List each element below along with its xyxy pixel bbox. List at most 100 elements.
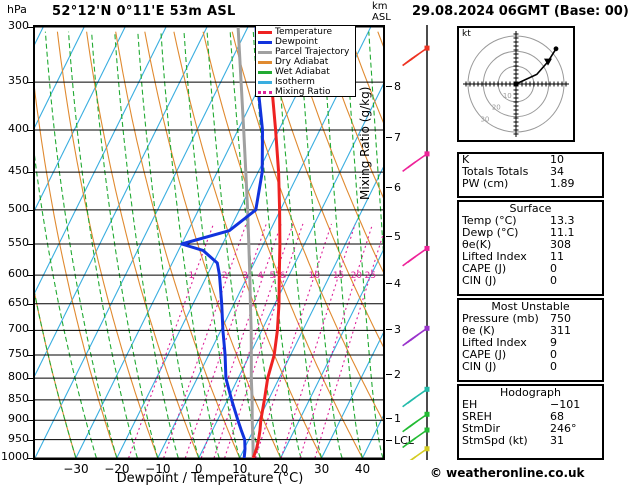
skewt-canvas: 1 2 3 4 5 6 10 15 20 25 <box>35 27 383 458</box>
hodograph-stat-value: 246° <box>550 422 577 435</box>
pressure-tick-900 <box>27 420 33 422</box>
pressure-tick-600 <box>27 275 33 277</box>
hodograph-stat-row: EH −101 <box>459 399 602 411</box>
pressure-tick-label-950: 950 <box>8 431 29 445</box>
svg-text:15: 15 <box>333 271 344 281</box>
hodograph-plot: kt 10 20 30 <box>457 26 575 142</box>
pressure-tick-750 <box>27 355 33 356</box>
hodograph-stat-value: 31 <box>550 434 564 447</box>
pressure-tick-label-1000: 1000 <box>1 450 29 463</box>
pressure-tick-label-350: 350 <box>8 74 29 88</box>
svg-text:3: 3 <box>242 271 248 281</box>
legend-label-1: Dewpoint <box>275 36 318 47</box>
lcl-tick <box>386 439 392 441</box>
pressure-tick-550 <box>27 243 33 245</box>
most-unstable-parcel-key: Lifted Index <box>462 336 527 349</box>
stability-index-value: 10 <box>550 153 564 166</box>
height-tick-6 <box>386 187 392 189</box>
height-tick-label-8: 8 <box>394 80 401 94</box>
surface-parcel-row: Temp (°C) 13.3 <box>459 215 602 227</box>
stability-indices-table: K 10 Totals Totals 34 PW (cm) 1.89 <box>457 152 604 198</box>
height-axis-unit-line1: km <box>372 1 388 12</box>
pressure-axis-unit: hPa <box>7 3 27 16</box>
hodograph-ring-label-10: 10 <box>503 92 512 100</box>
pressure-tick-350 <box>27 82 33 84</box>
svg-text:2: 2 <box>222 271 228 281</box>
most-unstable-parcel-row: Lifted Index 9 <box>459 337 602 349</box>
stability-index-value: 34 <box>550 165 564 178</box>
pressure-tick-700 <box>27 330 33 332</box>
temperature-tick-label--20: −20 <box>104 462 130 476</box>
wind-barb-mid-upper <box>402 151 430 172</box>
temperature-tick-label-10: 10 <box>232 462 248 476</box>
pressure-tick-label-800: 800 <box>8 370 29 384</box>
pressure-tick-450 <box>27 172 33 174</box>
height-tick-label-4: 4 <box>394 276 401 290</box>
legend-swatch-3 <box>258 60 272 64</box>
surface-parcel-value: 11 <box>550 250 564 263</box>
hodograph-table-heading: Hodograph <box>500 386 561 399</box>
surface-parcel-key: θe(K) <box>462 238 492 251</box>
hodograph-unit-label: kt <box>462 29 471 39</box>
hodograph-stat-row: StmSpd (kt) 31 <box>459 435 602 447</box>
surface-parcel-key: CAPE (J) <box>462 262 507 275</box>
most-unstable-parcel-row: θe (K) 311 <box>459 325 602 337</box>
legend-label-2: Parcel Trajectory <box>275 46 350 57</box>
svg-text:25: 25 <box>365 271 376 281</box>
dewpoint-path <box>180 27 264 458</box>
pressure-tick-label-500: 500 <box>8 201 29 215</box>
pressure-tick-label-450: 450 <box>8 164 29 178</box>
temperature-tick-label-40: 40 <box>354 462 371 476</box>
wind-barb-surface <box>402 446 430 467</box>
wind-barb-mid <box>402 245 430 267</box>
wind-barb-upper-level <box>402 45 430 67</box>
surface-table-heading: Surface <box>509 202 552 215</box>
svg-text:4: 4 <box>257 271 263 281</box>
height-tick-label-3: 3 <box>394 322 401 336</box>
isobar-lines <box>35 27 383 458</box>
surface-parcel-value: 0 <box>550 262 557 275</box>
hodograph-ring-label-30: 30 <box>480 115 489 123</box>
surface-parcel-row: Lifted Index 11 <box>459 251 602 263</box>
wind-barb-near-surface-upper <box>402 411 430 433</box>
legend-label-4: Wet Adiabat <box>275 66 330 77</box>
height-tick-3 <box>386 328 392 330</box>
legend-item-temperature: Temperature <box>258 27 353 37</box>
svg-text:10: 10 <box>309 271 321 281</box>
temperature-line <box>251 27 282 458</box>
surface-parcel-value: 308 <box>550 238 571 251</box>
legend-item-parcel-trajectory: Parcel Trajectory <box>258 47 353 57</box>
surface-parcel-value: 13.3 <box>550 214 575 227</box>
pressure-tick-400 <box>27 129 33 131</box>
mixing-ratio-axis-title: Mixing Ratio (g/kg) <box>358 86 372 200</box>
most-unstable-parcel-key: θe (K) <box>462 324 495 337</box>
stability-index-row: Totals Totals 34 <box>459 166 602 178</box>
surface-parcel-key: Lifted Index <box>462 250 527 263</box>
legend-swatch-4 <box>258 70 272 74</box>
surface-parcel-table: Surface Temp (°C) 13.3 Dewp (°C) 11.1 θe(K) 3… <box>457 200 604 296</box>
height-axis-unit-line2: ASL <box>372 12 391 23</box>
pressure-tick-800 <box>27 378 33 380</box>
hodograph-stat-row: StmDir 246° <box>459 423 602 435</box>
dewpoint-line <box>180 27 264 458</box>
hodograph-ring-label-20: 20 <box>492 103 501 111</box>
legend-label-3: Dry Adiabat <box>275 56 329 67</box>
surface-parcel-key: CIN (J) <box>462 274 497 287</box>
hodograph-stat-key: StmSpd (kt) <box>462 434 528 447</box>
pressure-tick-label-600: 600 <box>8 267 29 281</box>
hodograph-stat-key: EH <box>462 398 478 411</box>
pressure-tick-1000 <box>27 458 33 459</box>
pressure-tick-label-700: 700 <box>8 322 29 336</box>
legend-item-isotherm: Isotherm <box>258 77 353 87</box>
svg-text:1: 1 <box>189 271 195 281</box>
legend-label-0: Temperature <box>275 26 333 37</box>
legend-item-wet-adiabat: Wet Adiabat <box>258 67 353 77</box>
wind-barb-near-surface <box>402 427 430 449</box>
most-unstable-parcel-value: 9 <box>550 336 557 349</box>
most-unstable-parcel-key: CIN (J) <box>462 360 497 373</box>
most-unstable-parcel-row: CAPE (J) 0 <box>459 349 602 361</box>
stability-index-key: PW (cm) <box>462 177 509 190</box>
hodograph-stats-table: Hodograph EH −101 SREH 68 StmDir 246° StmSpd (… <box>457 384 604 460</box>
pressure-tick-label-750: 750 <box>8 347 29 360</box>
